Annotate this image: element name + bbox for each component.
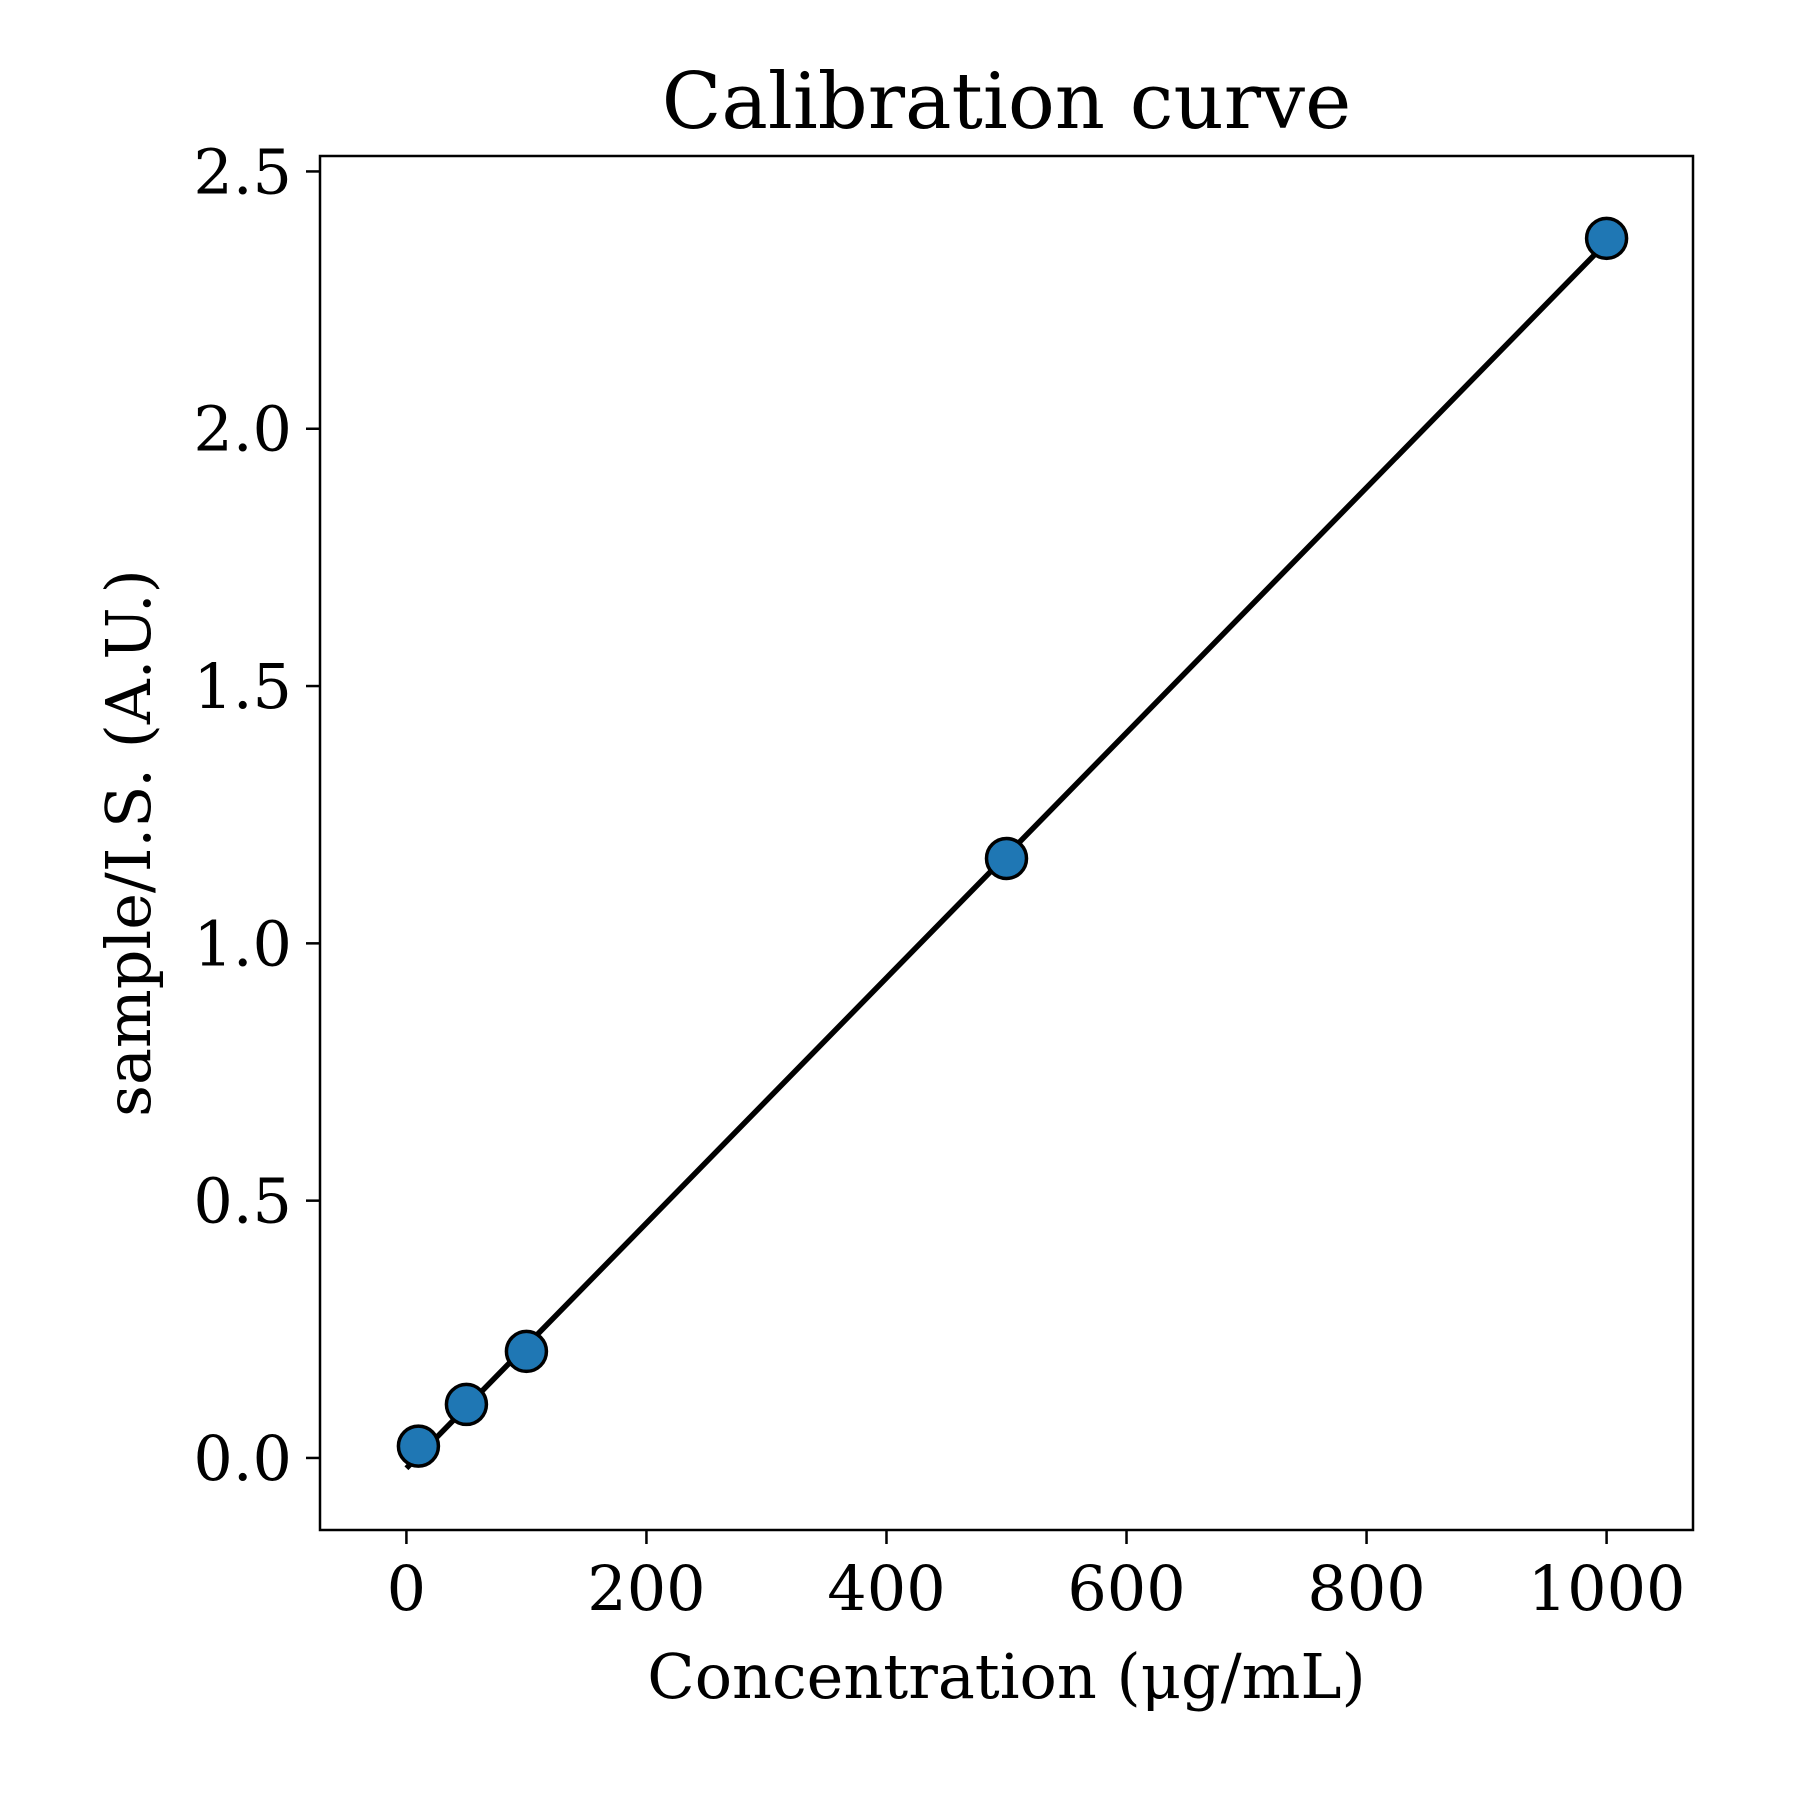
data-point — [396, 1424, 441, 1468]
chart-title: Calibration curve — [662, 57, 1352, 147]
y-tick-label: 0.0 — [193, 1422, 292, 1495]
y-tick-label: 1.5 — [193, 650, 292, 723]
x-tick-label: 200 — [587, 1552, 705, 1625]
y-axis: 0.0 0.5 1.0 1.5 2.0 2.5 — [193, 135, 320, 1495]
y-tick-label: 2.0 — [193, 393, 292, 466]
y-axis-label: sample/I.S. (A.U.) — [92, 569, 165, 1117]
y-tick-label: 0.5 — [193, 1165, 292, 1238]
x-tick-label: 800 — [1307, 1552, 1425, 1625]
data-point — [1584, 216, 1629, 261]
axes-frame — [318, 154, 1695, 1532]
y-tick-label: 1.0 — [193, 907, 292, 980]
plot-area — [396, 216, 1629, 1471]
y-tick-label: 2.5 — [193, 135, 292, 208]
x-axis: 0 200 400 600 800 1000 — [387, 1530, 1686, 1625]
x-tick-label: 600 — [1067, 1552, 1185, 1625]
x-tick-label: 400 — [827, 1552, 945, 1625]
x-tick-label: 1000 — [1528, 1552, 1686, 1625]
data-point — [984, 836, 1029, 881]
data-point — [444, 1382, 489, 1427]
x-axis-label: Concentration (μg/mL) — [647, 1640, 1365, 1713]
x-tick-label: 0 — [387, 1552, 426, 1625]
data-point — [504, 1329, 549, 1374]
